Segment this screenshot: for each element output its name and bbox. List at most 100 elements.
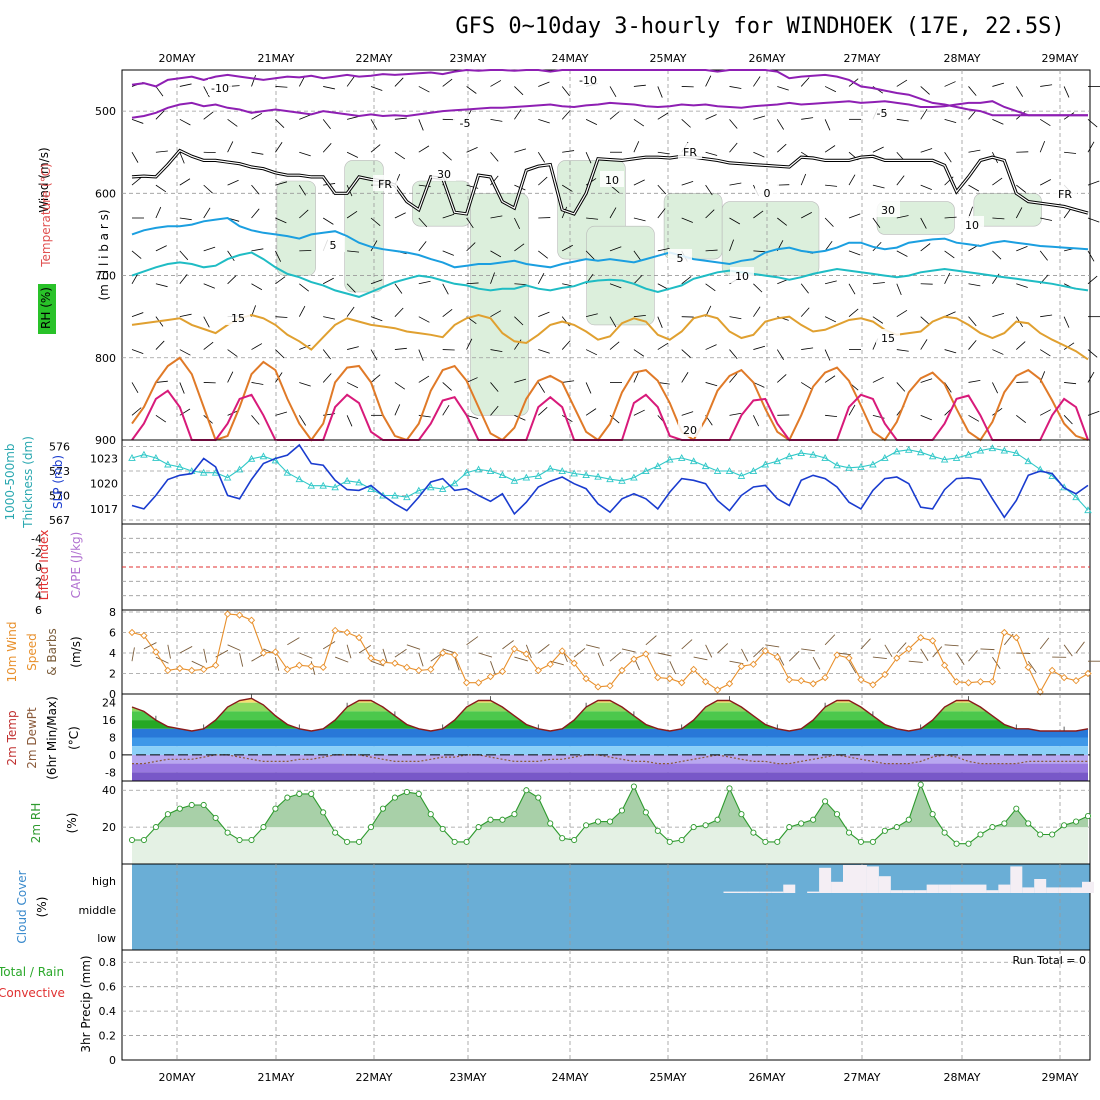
wind10-barb <box>287 637 300 646</box>
wind10-marker <box>510 645 519 653</box>
wind-barb <box>1039 118 1051 127</box>
wind-barb <box>370 374 381 383</box>
wind-barb <box>896 79 908 87</box>
rh2m-marker <box>1001 820 1008 827</box>
wind-barb <box>633 274 643 285</box>
wind-barb <box>872 146 884 153</box>
thickness-marker <box>367 485 375 492</box>
y-tick-thickness: 570 <box>49 490 70 503</box>
cloud-high-bar <box>926 884 939 893</box>
thickness-marker <box>821 454 829 461</box>
contour-label: 15 <box>231 312 245 325</box>
rh2m-marker <box>248 836 255 844</box>
wind10-barb <box>203 648 208 663</box>
wind-barb <box>466 282 479 285</box>
wind-barb <box>179 83 192 87</box>
wind-barb <box>179 382 185 394</box>
wind10-marker <box>893 654 901 662</box>
wind-barb <box>370 119 378 130</box>
thickness-marker <box>510 476 519 484</box>
rh2m-marker <box>236 836 243 844</box>
wind-barb <box>633 349 645 357</box>
x-tick-label-top: 24MAY <box>552 52 589 65</box>
rh2m-marker <box>308 790 315 797</box>
y-tick-rh: 20 <box>102 821 116 834</box>
rh-shaded-region <box>721 201 820 276</box>
wind-barb <box>633 217 646 222</box>
wind10-marker <box>247 616 256 624</box>
wind-barb <box>442 250 454 256</box>
axis-label-thickness: 1000-500mb <box>3 443 17 520</box>
wind-barb <box>633 409 645 416</box>
wind-barb <box>370 279 383 285</box>
rh2m-marker <box>618 807 626 814</box>
axis-label-temp-unit: (°C) <box>67 726 81 750</box>
wind-barb <box>346 382 359 389</box>
thickness-marker <box>271 456 280 464</box>
x-tick-label-bottom: 27MAY <box>844 1071 881 1084</box>
wind-barb <box>251 415 260 425</box>
rh-area-dark <box>155 784 1088 828</box>
wind10-barb <box>179 646 193 654</box>
y-tick-precip: 0.6 <box>99 981 117 994</box>
thickness-marker <box>773 457 782 465</box>
contour-label: 0 <box>764 187 771 200</box>
rh2m-marker <box>152 824 159 831</box>
cloud-high-bar <box>831 881 844 893</box>
rh2m-marker <box>893 824 900 831</box>
wind10-marker <box>749 660 758 668</box>
wind-barb <box>968 86 977 96</box>
wind-barb <box>346 283 356 293</box>
wind-barb <box>681 372 689 383</box>
wind-barb <box>848 283 856 295</box>
contour-label-bg <box>453 114 477 130</box>
wind10-marker <box>1012 633 1020 642</box>
y-tick-precip: 0.4 <box>99 1005 117 1018</box>
y-tick-li: -2 <box>31 547 42 560</box>
wind-barb <box>824 349 831 361</box>
rh2m-marker <box>128 836 136 844</box>
wind-barb <box>537 152 545 163</box>
wind-barb <box>442 382 452 391</box>
wind-barb <box>705 344 717 350</box>
cloud-high-bar <box>950 884 963 893</box>
temp-band <box>132 702 1088 712</box>
rh2m-marker <box>738 811 745 818</box>
y-tick-li: -4 <box>31 532 42 545</box>
y-tick-li: 4 <box>35 590 42 603</box>
wind-barb <box>251 112 263 120</box>
thickness-marker <box>654 462 662 470</box>
wind10-barb <box>418 652 424 667</box>
thickness-marker <box>343 476 351 484</box>
wind10-marker <box>785 676 793 684</box>
wind-barb <box>394 283 403 294</box>
y-tick-cloud-low: low <box>97 932 116 945</box>
wind-barb <box>920 414 932 421</box>
wind-barb <box>394 117 407 120</box>
cloud-high-bar <box>1046 887 1059 893</box>
wind-barb <box>490 349 503 353</box>
rh-legend-swatch <box>38 284 56 334</box>
wind-barb <box>729 349 738 360</box>
wind-barb <box>561 86 570 97</box>
y-tick-wind: 2 <box>109 668 116 681</box>
y-tick-wind: 6 <box>109 627 116 640</box>
axis-label-temperature: Temperature (°C) <box>39 163 53 268</box>
rh2m-marker <box>1025 820 1032 827</box>
y-tick-precip: 0.8 <box>99 956 117 969</box>
cloud-high-bar <box>890 890 903 893</box>
thickness-marker <box>498 471 507 479</box>
wind-barb <box>848 308 859 317</box>
wind-barb <box>1087 410 1100 416</box>
x-tick-label-bottom: 21MAY <box>258 1071 295 1084</box>
wind10-marker <box>761 647 769 655</box>
wind-barb <box>514 283 527 286</box>
wind10-barb <box>621 648 636 653</box>
contour-label: 10 <box>735 270 749 283</box>
series-temp2m <box>131 697 1089 732</box>
wind-barb <box>609 86 617 98</box>
wind-barb <box>896 215 909 219</box>
thickness-marker <box>1024 457 1033 465</box>
wind-barb <box>442 78 453 87</box>
wind10-marker <box>964 679 973 687</box>
